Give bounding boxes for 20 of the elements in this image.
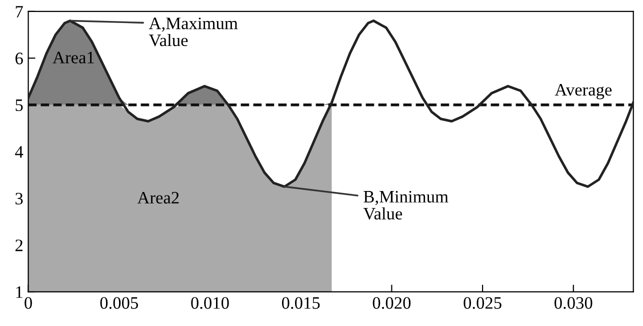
x-tick-label: 0.030	[554, 297, 592, 309]
x-tick-label: 0	[24, 297, 32, 309]
ref-line-label: Average	[554, 84, 612, 100]
x-tick-label: 0.010	[191, 297, 229, 309]
annotation: B,Minimum Value	[363, 190, 448, 220]
y-tick-label: 2	[16, 240, 22, 252]
y-tick-label: 4	[15, 146, 24, 158]
y-tick-label: 1	[16, 286, 22, 298]
y-tick-label: 3	[16, 192, 23, 205]
annotation: Area2	[137, 192, 179, 204]
line-series	[28, 20, 634, 188]
annotation: Area1	[52, 52, 94, 64]
annotation: A,Maximum Value	[148, 18, 238, 46]
x-tick-label: 0.005	[100, 297, 138, 309]
x-tick-label: 0.025	[464, 297, 502, 309]
y-tick-label: 7	[16, 6, 23, 18]
y-tick-label: 6	[15, 52, 23, 64]
x-tick-label: 0.020	[372, 297, 411, 309]
x-tick-label: 0.015	[282, 297, 320, 309]
y-tick-label: 5	[16, 100, 23, 112]
